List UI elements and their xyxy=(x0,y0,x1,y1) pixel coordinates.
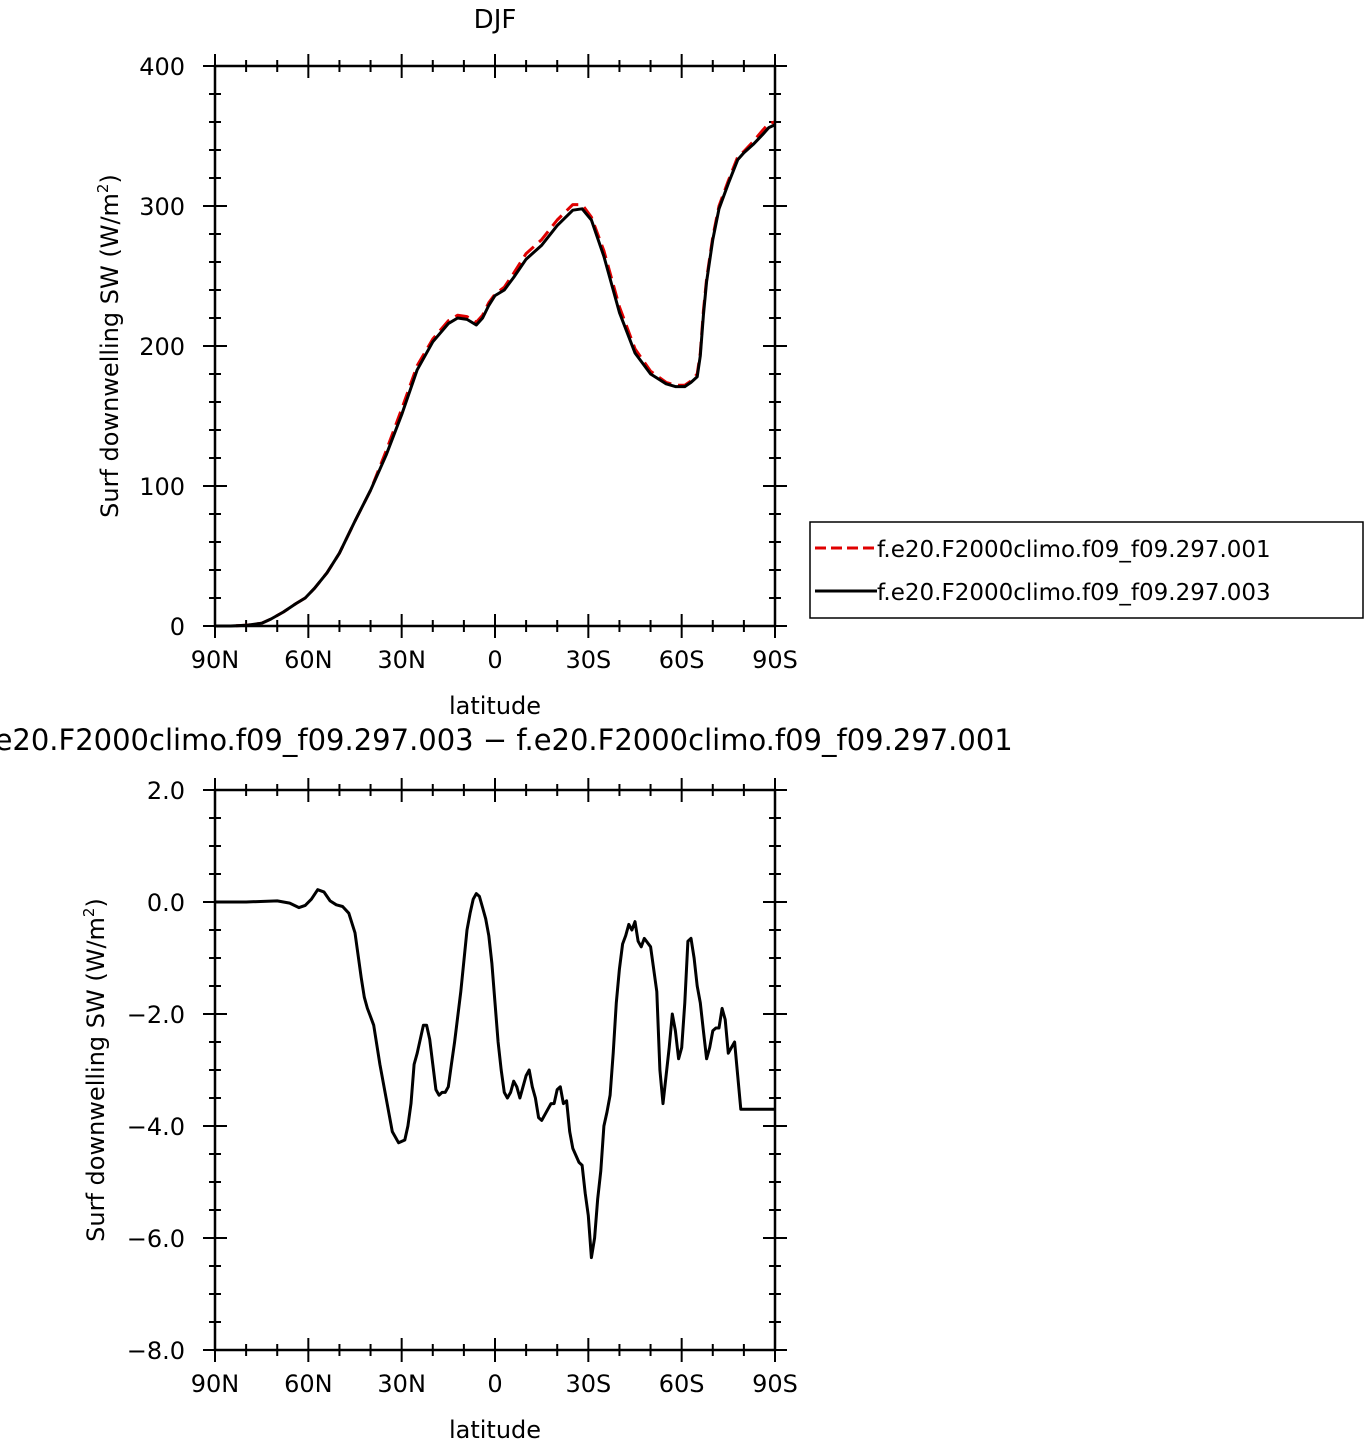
series-line-0 xyxy=(215,120,776,628)
x-tick-label: 0 xyxy=(487,1370,502,1398)
x-tick-label: 90N xyxy=(191,646,240,674)
bottom-y-axis-label-close: ) xyxy=(82,898,110,907)
x-tick-label: 90N xyxy=(191,1370,240,1398)
y-tick-label: −8.0 xyxy=(127,1337,185,1365)
x-tick-label: 60N xyxy=(284,646,333,674)
y-tick-label: 2.0 xyxy=(147,777,185,805)
legend-entry-1: f.e20.F2000climo.f09_f09.297.003 xyxy=(877,580,1271,606)
bottom-axes: 90N 60N 30N 0 30S 60S 90S −8.0 −6.0 −4.0 −2.0 0.0 2.… xyxy=(127,777,798,1398)
bottom-series xyxy=(215,888,775,1260)
y-tick-label: 0 xyxy=(170,613,185,641)
y-tick-label: 300 xyxy=(139,193,185,221)
x-tick-label: 0 xyxy=(487,646,502,674)
series-line-1 xyxy=(215,123,776,628)
y-tick-label: −4.0 xyxy=(127,1113,185,1141)
y-tick-label: −2.0 xyxy=(127,1001,185,1029)
x-tick-label: 90S xyxy=(752,646,798,674)
y-tick-label: −6.0 xyxy=(127,1225,185,1253)
legend: f.e20.F2000climo.f09_f09.297.001 f.e20.F… xyxy=(809,521,1364,619)
bottom-panel: f.e20.F2000climo.f09_f09.297.003 − f.e20… xyxy=(0,723,1013,1444)
top-y-axis-label-text: Surf downwelling SW (W/m xyxy=(96,193,124,518)
x-tick-label: 30N xyxy=(377,1370,426,1398)
top-chart-title: DJF xyxy=(474,5,517,35)
top-panel: DJF 90N 60N 30N 0 30S 60S 90S 0 100 200 300 400 lat… xyxy=(94,5,1364,720)
x-tick-label: 30S xyxy=(565,1370,611,1398)
top-x-axis-label: latitude xyxy=(449,692,541,720)
bottom-y-axis-label: Surf downwelling SW (W/m2) xyxy=(80,898,110,1242)
bottom-y-axis-label-sup: 2 xyxy=(80,908,98,918)
y-tick-label: 400 xyxy=(139,53,185,81)
bottom-plot-frame xyxy=(213,788,777,1352)
legend-entry-0: f.e20.F2000climo.f09_f09.297.001 xyxy=(877,537,1271,563)
x-tick-label: 30S xyxy=(565,646,611,674)
series-line-0 xyxy=(215,888,775,1260)
x-tick-label: 60N xyxy=(284,1370,333,1398)
y-tick-label: 200 xyxy=(139,333,185,361)
top-y-axis-label-close: ) xyxy=(96,174,124,183)
bottom-y-axis-label-text: Surf downwelling SW (W/m xyxy=(82,917,110,1242)
x-tick-label: 60S xyxy=(659,1370,705,1398)
bottom-chart-title: f.e20.F2000climo.f09_f09.297.003 − f.e20… xyxy=(0,723,1013,757)
bottom-x-axis-label: latitude xyxy=(449,1416,541,1444)
y-tick-label: 100 xyxy=(139,473,185,501)
legend-box xyxy=(809,521,1364,619)
x-tick-label: 90S xyxy=(752,1370,798,1398)
x-tick-label: 30N xyxy=(377,646,426,674)
y-tick-label: 0.0 xyxy=(147,889,185,917)
top-plot-frame xyxy=(213,64,777,628)
top-y-axis-label: Surf downwelling SW (W/m2) xyxy=(94,174,124,518)
top-y-axis-label-sup: 2 xyxy=(94,184,112,194)
top-series xyxy=(215,120,776,628)
x-tick-label: 60S xyxy=(659,646,705,674)
